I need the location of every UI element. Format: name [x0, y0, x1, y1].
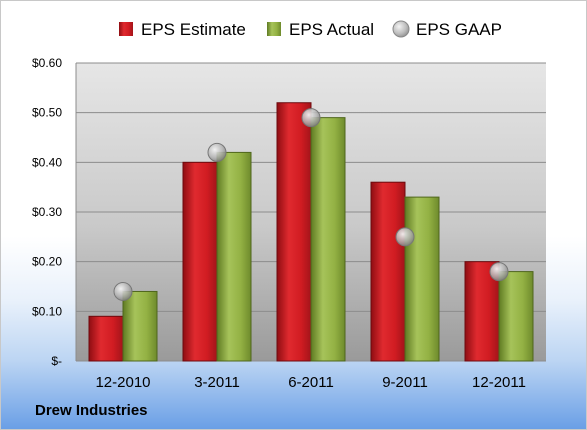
- legend-label: EPS Actual: [289, 20, 374, 39]
- bar-eps-actual: [404, 196, 440, 362]
- legend-label: EPS GAAP: [416, 20, 502, 39]
- y-tick-label: $0.20: [32, 255, 62, 269]
- legend-swatch-eps-gaap: [392, 20, 410, 38]
- x-tick-label: 12-2011: [472, 374, 526, 391]
- x-tick-label: 12-2010: [95, 374, 150, 391]
- marker-eps-gaap: [489, 262, 509, 282]
- marker-eps-gaap: [113, 281, 133, 301]
- marker-eps-gaap: [207, 142, 227, 162]
- bar-eps-actual: [122, 290, 158, 362]
- y-tick-label: $-: [51, 354, 62, 368]
- y-tick-label: $0.10: [32, 304, 62, 318]
- bar-eps-estimate: [182, 161, 218, 362]
- company-name: Drew Industries: [35, 402, 148, 419]
- bar-eps-estimate: [370, 181, 406, 362]
- bar-eps-estimate: [276, 102, 312, 362]
- marker-eps-gaap: [395, 227, 415, 247]
- y-tick-label: $0.40: [32, 155, 62, 169]
- bar-eps-actual: [498, 271, 534, 362]
- legend-swatch-eps-estimate: [119, 22, 133, 36]
- x-tick-label: 3-2011: [194, 374, 240, 391]
- bar-eps-actual: [310, 117, 346, 362]
- marker-eps-gaap: [301, 108, 321, 128]
- x-tick-label: 9-2011: [382, 374, 428, 391]
- y-tick-label: $0.60: [32, 56, 62, 70]
- bar-eps-actual: [216, 151, 252, 362]
- bar-eps-estimate: [88, 315, 124, 362]
- y-tick-label: $0.50: [32, 106, 62, 120]
- legend-swatch-eps-actual: [267, 22, 281, 36]
- x-tick-label: 6-2011: [288, 374, 334, 391]
- legend-label: EPS Estimate: [141, 20, 246, 39]
- y-tick-label: $0.30: [32, 205, 62, 219]
